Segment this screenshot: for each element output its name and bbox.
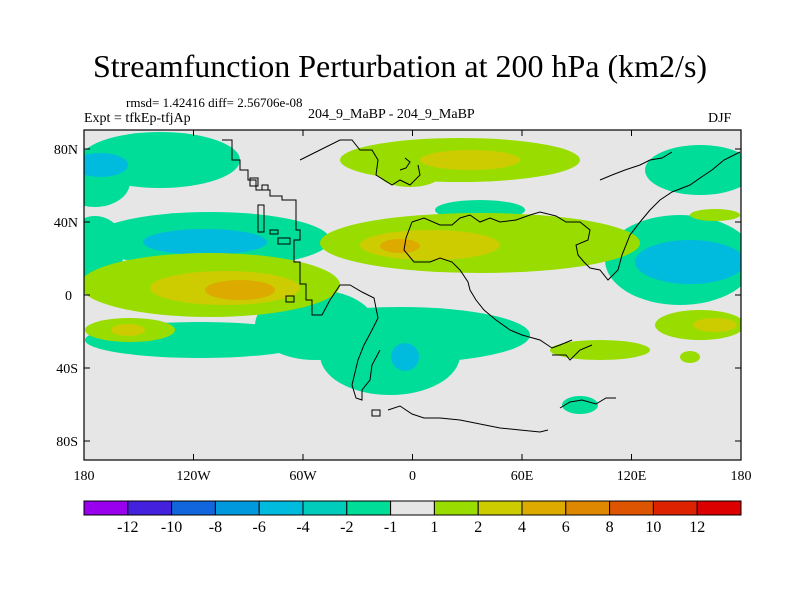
colorbar-label: 6 (562, 519, 570, 536)
contour-pos-3 (205, 239, 420, 300)
colorbar-label: 2 (474, 519, 482, 536)
colorbar-swatch (433, 500, 479, 516)
experiment-text: Expt = tfkEp-tfjAp (84, 111, 191, 126)
lat-label: 80N (54, 143, 78, 158)
lon-labels: 180 120W 60W 0 60E 120E 180 (74, 469, 752, 484)
contour-neg-1 (84, 132, 741, 414)
colorbar-swatch (609, 500, 654, 516)
contour-neg-2 (84, 153, 741, 371)
colorbar-swatch (652, 500, 698, 516)
lat-label: 40S (56, 362, 78, 377)
colorbar-label: 10 (645, 519, 661, 536)
colorbar-swatch (171, 500, 216, 516)
lon-label: 60W (289, 469, 317, 484)
colorbar-label: 8 (606, 519, 614, 536)
lon-label: 60E (511, 469, 534, 484)
colorbar-swatch (390, 500, 435, 516)
contour-fields (84, 132, 741, 414)
lon-label: 120E (617, 469, 647, 484)
lon-label: 180 (74, 469, 95, 484)
lon-label: 180 (731, 469, 752, 484)
colorbar-label: -4 (296, 519, 309, 536)
colorbar-swatch (302, 500, 348, 516)
lat-labels: 80N 40N 0 40S 80S (54, 143, 78, 450)
colorbar-label: -12 (117, 519, 138, 536)
colorbar-swatch (127, 500, 173, 516)
lon-label: 0 (409, 469, 416, 484)
lat-label: 0 (65, 289, 72, 304)
case-text: 204_9_MaBP - 204_9_MaBP (308, 107, 475, 122)
coastlines (222, 139, 741, 433)
colorbar-swatch (258, 500, 304, 516)
lat-label: 80S (56, 435, 78, 450)
lon-ticks (83, 130, 742, 460)
colorbar-swatch (565, 500, 611, 516)
colorbar-label: -2 (340, 519, 353, 536)
lon-label: 120W (176, 469, 211, 484)
rmsd-text: rmsd= 1.42416 diff= 2.56706e-08 (126, 95, 303, 110)
colorbar (83, 500, 742, 516)
colorbar-label: 4 (518, 519, 526, 536)
plot-title: Streamfunction Perturbation at 200 hPa (… (92, 48, 708, 84)
colorbar-label: 12 (689, 519, 705, 536)
colorbar-label: 1 (430, 519, 438, 536)
colorbar-swatch (346, 500, 392, 516)
colorbar-swatch (83, 500, 129, 516)
lat-label: 40N (54, 216, 78, 231)
lat-ticks (84, 148, 741, 442)
colorbar-label: -10 (161, 519, 182, 536)
colorbar-label: -8 (209, 519, 222, 536)
colorbar-label: -1 (384, 519, 397, 536)
colorbar-labels: -12 -10 -8 -6 -4 -2 -1 1 2 4 6 8 10 12 (117, 519, 705, 536)
colorbar-swatch (477, 500, 523, 516)
colorbar-swatch (696, 500, 742, 516)
season-text: DJF (708, 111, 732, 126)
colorbar-label: -6 (253, 519, 266, 536)
colorbar-swatch (214, 500, 260, 516)
colorbar-swatch (521, 500, 567, 516)
